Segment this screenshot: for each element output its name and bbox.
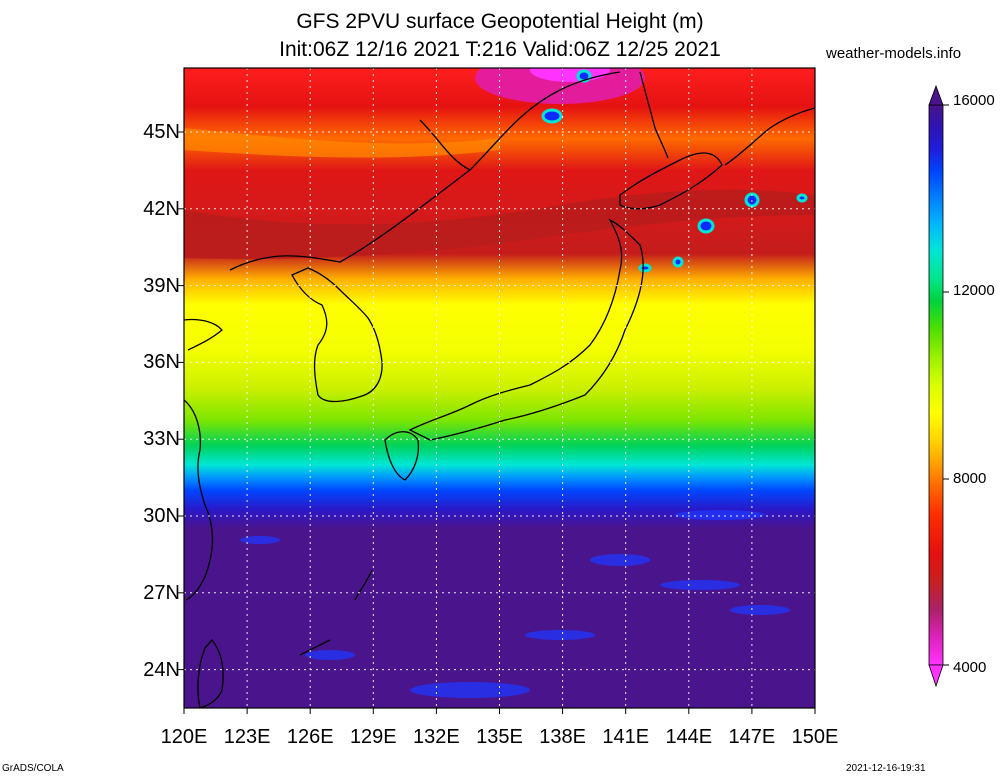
lat-label: 33N [143, 428, 180, 451]
colorbar [928, 84, 949, 688]
lon-label: 150E [791, 726, 839, 748]
lat-label: 39N [143, 274, 180, 297]
lat-label: 24N [143, 658, 180, 681]
lon-label: 141E [602, 726, 650, 748]
colorbar-label-8000: 8000 [953, 470, 987, 487]
lat-label: 42N [143, 197, 180, 220]
lon-label: 135E [476, 726, 523, 748]
lon-label: 129E [349, 726, 397, 748]
lon-label: 123E [223, 726, 271, 748]
axis-ticks [178, 131, 816, 714]
software-credit: GrADS/COLA [2, 763, 64, 774]
colorbar-max-arrow [928, 84, 944, 106]
chart-title: GFS 2PVU surface Geopotential Height (m) [296, 10, 704, 33]
lon-label: 144E [665, 726, 713, 748]
colorbar-min-arrow [928, 664, 944, 688]
colorbar-label-12000: 12000 [953, 282, 995, 299]
lon-label: 132E [413, 726, 460, 748]
lon-label: 147E [728, 726, 776, 748]
lat-label: 45N [143, 121, 180, 143]
gridlines [184, 68, 815, 708]
timestamp: 2021-12-16-19:31 [846, 763, 926, 774]
lon-label: 126E [286, 726, 334, 748]
colorbar-label-4000: 4000 [953, 659, 987, 676]
source-label: weather-models.info [826, 45, 962, 62]
lat-label: 30N [143, 505, 180, 527]
coastlines [184, 71, 815, 708]
lat-label: 27N [143, 581, 180, 604]
lon-label: 120E [160, 726, 208, 748]
colorbar-label-16000: 16000 [953, 92, 995, 109]
lon-label: 138E [539, 726, 586, 748]
lat-label: 36N [143, 351, 180, 374]
chart-subtitle: Init:06Z 12/16 2021 T:216 Valid:06Z 12/2… [279, 38, 721, 61]
